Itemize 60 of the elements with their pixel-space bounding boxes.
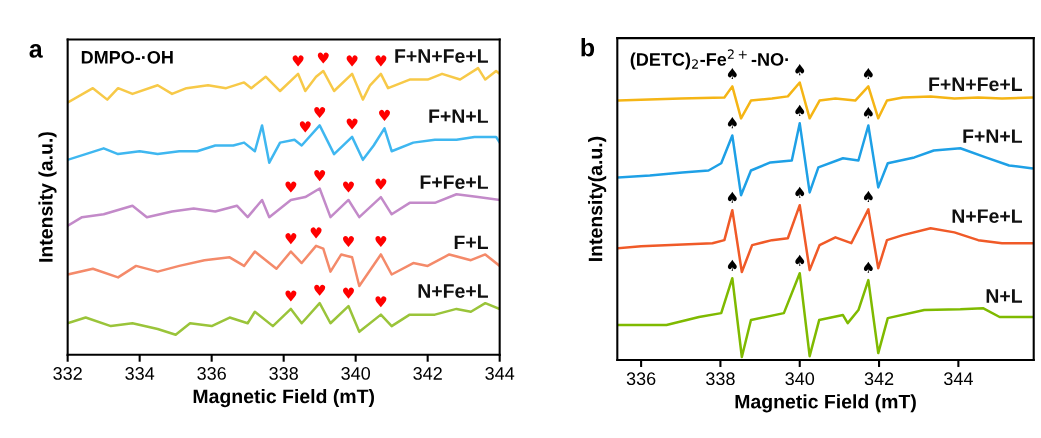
annotation: ♥: [378, 109, 390, 121]
annotation: ♥: [299, 121, 311, 133]
x-axis-title: Magnetic Field (mT): [193, 388, 374, 408]
annotation: ♠: [795, 186, 805, 198]
series-label: F+N+L: [429, 109, 488, 123]
annotation: ♠: [795, 64, 805, 76]
annotation: ♥: [292, 55, 304, 67]
series-label: F+N+L: [963, 129, 1022, 143]
annotation: ♠: [863, 107, 873, 119]
y-axis-title: Intensity (a.u.): [38, 132, 57, 262]
annotation: ♥: [346, 118, 358, 130]
annotation: ♠: [727, 191, 737, 203]
annotation: ♥: [285, 181, 297, 193]
x-tick-label: 334: [125, 367, 155, 380]
x-tick-label: 342: [413, 367, 442, 380]
series-label: N+Fe+L: [418, 284, 488, 298]
text: a: [29, 44, 43, 58]
annotation: ♥: [375, 178, 387, 190]
series-label: F+N+Fe+L: [929, 77, 1022, 92]
annotation: ♠: [863, 261, 873, 273]
x-axis-title: Magnetic Field (mT): [735, 394, 916, 413]
annotation: ♥: [342, 181, 354, 193]
annotation: ♠: [727, 67, 737, 80]
annotation: ♥: [285, 290, 297, 302]
annotation: ♥: [346, 55, 358, 67]
annotation: ♠: [795, 104, 805, 116]
chart-title: DMPO-·OH: [81, 50, 173, 64]
annotation: ♠: [863, 67, 873, 80]
annotation: ♥: [375, 55, 387, 67]
series-label: F+N+Fe+L: [395, 49, 488, 63]
annotation: ♥: [317, 52, 329, 64]
annotation: ♥: [342, 235, 354, 248]
series-label: N+Fe+L: [952, 209, 1023, 223]
annotation: ♥: [285, 233, 297, 245]
annotation: ♠: [727, 259, 737, 271]
annotation: ♥: [310, 227, 322, 239]
x-tick-label: 336: [626, 372, 656, 386]
annotation: ♠: [727, 117, 737, 129]
x-tick-label: 340: [341, 367, 371, 380]
annotation: ♥: [375, 296, 387, 308]
x-tick-label: 332: [53, 367, 82, 380]
series-label: F+L: [454, 235, 488, 250]
series-label: F+Fe+L: [420, 175, 488, 189]
x-tick-label: 338: [706, 372, 735, 386]
series-label: N+L: [986, 289, 1022, 303]
annotation: ♥: [314, 284, 326, 296]
x-tick-label: 344: [943, 372, 973, 386]
x-tick-label: 342: [864, 372, 894, 386]
text: b: [581, 38, 595, 57]
annotation: ♥: [375, 235, 387, 248]
y-axis-title: Intensity(a.u.): [588, 136, 607, 261]
annotation: ♥: [342, 287, 354, 299]
annotation: ♥: [314, 170, 326, 182]
annotation: ♠: [863, 190, 873, 202]
annotation: ♠: [795, 254, 805, 266]
x-tick-label: 340: [785, 372, 815, 386]
x-tick-label: 338: [269, 367, 298, 380]
annotation: ♥: [314, 106, 326, 119]
x-tick-label: 336: [197, 367, 226, 380]
x-tick-label: 344: [485, 367, 515, 380]
